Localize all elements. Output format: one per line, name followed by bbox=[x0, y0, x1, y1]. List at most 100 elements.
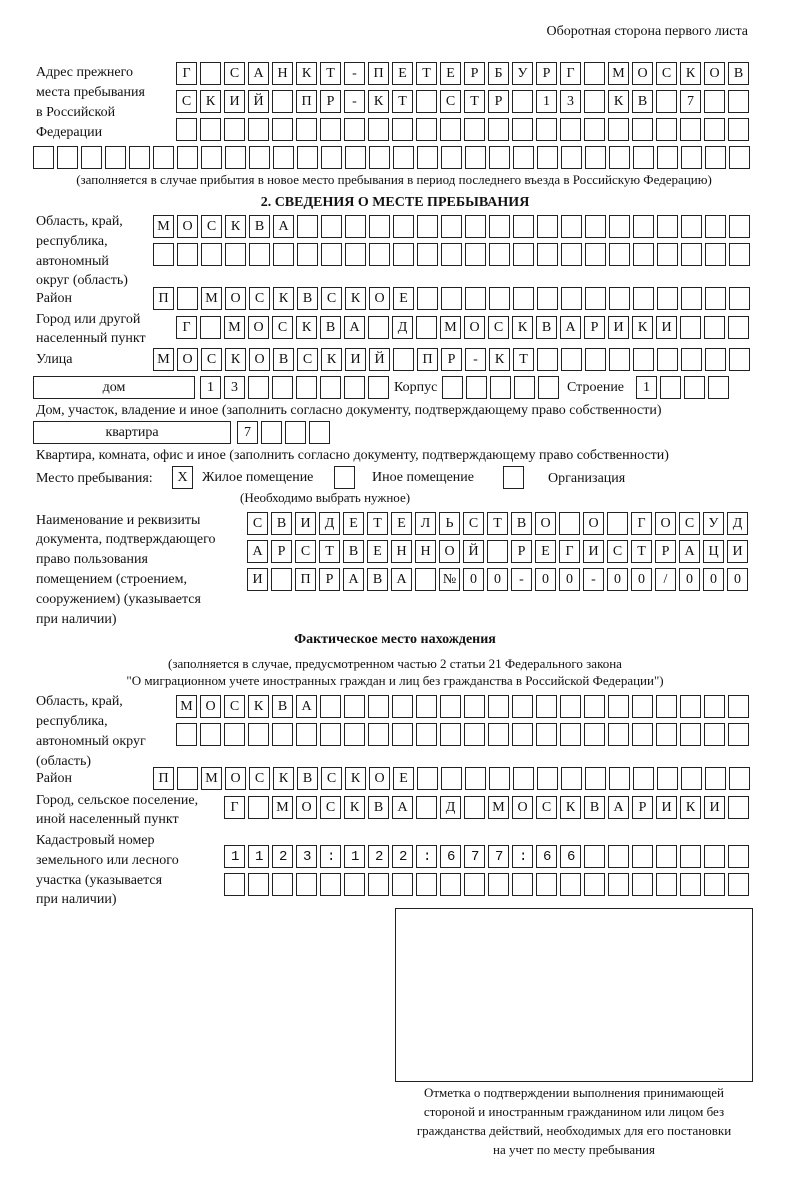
char-cell[interactable]: А bbox=[248, 62, 269, 85]
char-cell[interactable]: Р bbox=[584, 316, 605, 339]
char-cell[interactable]: В bbox=[367, 568, 388, 591]
char-cell[interactable] bbox=[680, 118, 701, 141]
char-cell[interactable] bbox=[536, 695, 557, 718]
char-cell[interactable]: С bbox=[488, 316, 509, 339]
char-cell[interactable] bbox=[729, 287, 750, 310]
char-cell[interactable] bbox=[177, 767, 198, 790]
char-cell[interactable]: И bbox=[608, 316, 629, 339]
char-cell[interactable] bbox=[704, 118, 725, 141]
char-cell[interactable] bbox=[392, 695, 413, 718]
char-cell[interactable] bbox=[489, 146, 510, 169]
char-cell[interactable]: Р bbox=[271, 540, 292, 563]
char-cell[interactable] bbox=[680, 723, 701, 746]
char-cell[interactable] bbox=[632, 873, 653, 896]
char-cell[interactable] bbox=[345, 146, 366, 169]
char-cell[interactable] bbox=[201, 146, 222, 169]
char-cell[interactable]: Р bbox=[319, 568, 340, 591]
char-cell[interactable]: И bbox=[656, 796, 677, 819]
char-cell[interactable]: / bbox=[655, 568, 676, 591]
char-cell[interactable]: К bbox=[225, 215, 246, 238]
char-cell[interactable]: В bbox=[728, 62, 749, 85]
char-cell[interactable] bbox=[464, 796, 485, 819]
char-cell[interactable] bbox=[513, 767, 534, 790]
char-cell[interactable] bbox=[536, 723, 557, 746]
char-cell[interactable] bbox=[321, 146, 342, 169]
char-cell[interactable] bbox=[465, 767, 486, 790]
char-cell[interactable] bbox=[248, 723, 269, 746]
char-cell[interactable]: Т bbox=[367, 512, 388, 535]
char-cell[interactable] bbox=[224, 723, 245, 746]
char-cell[interactable] bbox=[704, 316, 725, 339]
char-cell[interactable]: - bbox=[344, 90, 365, 113]
char-cell[interactable]: Д bbox=[392, 316, 413, 339]
char-cell[interactable] bbox=[153, 146, 174, 169]
char-cell[interactable]: Т bbox=[416, 62, 437, 85]
char-cell[interactable] bbox=[441, 243, 462, 266]
char-cell[interactable] bbox=[704, 695, 725, 718]
char-cell[interactable] bbox=[561, 243, 582, 266]
char-cell[interactable]: Р bbox=[536, 62, 557, 85]
char-cell[interactable] bbox=[729, 243, 750, 266]
char-cell[interactable] bbox=[537, 287, 558, 310]
char-cell[interactable] bbox=[607, 512, 628, 535]
char-cell[interactable] bbox=[200, 316, 221, 339]
char-cell[interactable]: Е bbox=[343, 512, 364, 535]
char-cell[interactable] bbox=[489, 215, 510, 238]
char-cell[interactable] bbox=[320, 376, 341, 399]
apartment-number-row[interactable]: 7 bbox=[237, 421, 333, 444]
char-cell[interactable] bbox=[368, 316, 389, 339]
char-cell[interactable] bbox=[440, 723, 461, 746]
char-cell[interactable] bbox=[442, 376, 463, 399]
char-cell[interactable]: Р bbox=[488, 90, 509, 113]
char-cell[interactable]: Т bbox=[464, 90, 485, 113]
char-cell[interactable] bbox=[249, 243, 270, 266]
char-cell[interactable]: П bbox=[153, 767, 174, 790]
char-cell[interactable] bbox=[609, 243, 630, 266]
char-cell[interactable] bbox=[657, 348, 678, 371]
char-cell[interactable]: 7 bbox=[680, 90, 701, 113]
char-cell[interactable]: 1 bbox=[536, 90, 557, 113]
char-cell[interactable] bbox=[464, 723, 485, 746]
char-cell[interactable] bbox=[512, 695, 533, 718]
char-cell[interactable]: К bbox=[680, 796, 701, 819]
char-cell[interactable]: В bbox=[632, 90, 653, 113]
char-cell[interactable] bbox=[585, 348, 606, 371]
char-cell[interactable]: О bbox=[248, 316, 269, 339]
char-cell[interactable] bbox=[660, 376, 681, 399]
char-cell[interactable] bbox=[392, 118, 413, 141]
char-cell[interactable]: О bbox=[200, 695, 221, 718]
char-cell[interactable] bbox=[537, 348, 558, 371]
char-cell[interactable]: Г bbox=[631, 512, 652, 535]
char-cell[interactable] bbox=[684, 376, 705, 399]
char-cell[interactable]: С bbox=[249, 767, 270, 790]
char-cell[interactable]: Г bbox=[176, 62, 197, 85]
char-cell[interactable] bbox=[393, 146, 414, 169]
char-cell[interactable]: Н bbox=[415, 540, 436, 563]
char-cell[interactable]: М bbox=[153, 215, 174, 238]
char-cell[interactable] bbox=[200, 118, 221, 141]
char-cell[interactable] bbox=[537, 767, 558, 790]
char-cell[interactable] bbox=[272, 376, 293, 399]
char-cell[interactable] bbox=[560, 723, 581, 746]
char-cell[interactable]: Е bbox=[392, 62, 413, 85]
char-cell[interactable]: С bbox=[321, 287, 342, 310]
char-cell[interactable] bbox=[584, 723, 605, 746]
char-cell[interactable]: Й bbox=[369, 348, 390, 371]
char-cell[interactable]: А bbox=[273, 215, 294, 238]
char-cell[interactable] bbox=[320, 845, 341, 868]
char-cell[interactable] bbox=[585, 215, 606, 238]
char-cell[interactable] bbox=[272, 845, 293, 868]
char-cell[interactable] bbox=[538, 376, 559, 399]
char-cell[interactable]: П bbox=[153, 287, 174, 310]
char-cell[interactable] bbox=[368, 695, 389, 718]
char-cell[interactable] bbox=[296, 723, 317, 746]
char-cell[interactable] bbox=[176, 723, 197, 746]
char-cell[interactable] bbox=[392, 845, 413, 868]
char-cell[interactable]: П bbox=[417, 348, 438, 371]
char-cell[interactable]: А bbox=[679, 540, 700, 563]
char-cell[interactable] bbox=[728, 118, 749, 141]
char-cell[interactable] bbox=[129, 146, 150, 169]
char-cell[interactable] bbox=[681, 146, 702, 169]
char-cell[interactable]: Е bbox=[393, 767, 414, 790]
